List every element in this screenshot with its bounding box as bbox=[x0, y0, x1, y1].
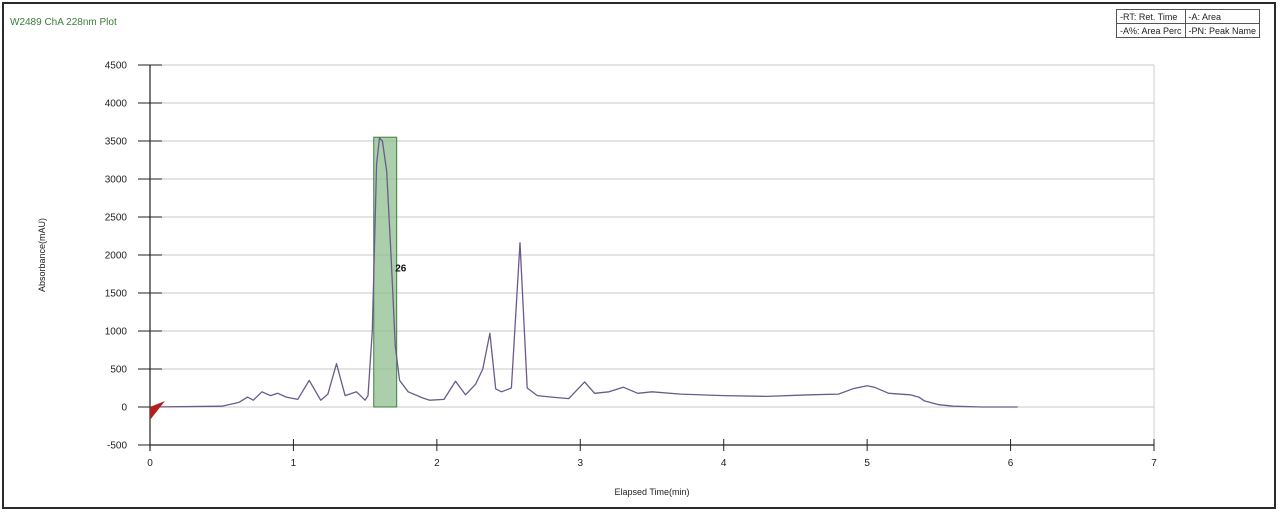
legend-row: -A%: Area Perc -PN: Peak Name bbox=[1116, 23, 1261, 38]
y-tick-label: 2000 bbox=[105, 251, 128, 262]
peak-legend: -RT: Ret. Time -A: Area -A%: Area Perc -… bbox=[1116, 9, 1261, 38]
y-tick-label: 1500 bbox=[105, 289, 128, 300]
series-layer bbox=[149, 137, 1018, 408]
y-tick-label: 3500 bbox=[105, 137, 128, 148]
baseline-start-marker bbox=[150, 401, 165, 420]
series-line bbox=[149, 137, 1018, 408]
x-tick-label: 4 bbox=[721, 458, 727, 469]
x-tick-label: 6 bbox=[1008, 458, 1014, 469]
y-tick-label: 4500 bbox=[105, 61, 128, 72]
y-tick-label: 0 bbox=[121, 403, 127, 414]
x-tick-label: 0 bbox=[147, 458, 153, 469]
legend-cell-area-perc: -A%: Area Perc bbox=[1116, 23, 1186, 38]
y-tick-label: 1000 bbox=[105, 327, 128, 338]
x-axis-label: Elapsed Time(min) bbox=[614, 487, 689, 497]
label-layer: 26 bbox=[150, 264, 407, 420]
y-tick-label: 500 bbox=[110, 365, 127, 376]
x-tick-label: 2 bbox=[434, 458, 440, 469]
grid bbox=[150, 64, 1155, 445]
peak-highlight-layer bbox=[373, 136, 398, 408]
chart-title: W2489 ChA 228nm Plot bbox=[10, 17, 117, 28]
y-tick-label: -500 bbox=[107, 441, 127, 452]
y-tick-label: 4000 bbox=[105, 99, 128, 110]
x-tick-label: 7 bbox=[1151, 458, 1157, 469]
x-tick-label: 1 bbox=[291, 458, 297, 469]
y-tick-label: 2500 bbox=[105, 213, 128, 224]
peak-window bbox=[373, 136, 398, 408]
axes: -500 0 500 1000 1500 2000 2500 3000 3500 4000 4500… bbox=[105, 61, 1157, 470]
x-tick-label: 3 bbox=[578, 458, 584, 469]
y-axis-label: Absorbance(mAU) bbox=[37, 218, 47, 292]
y-tick-label: 3000 bbox=[105, 175, 128, 186]
legend-cell-peak-name: -PN: Peak Name bbox=[1184, 23, 1261, 38]
x-tick-label: 5 bbox=[864, 458, 870, 469]
peak-label: 26 bbox=[395, 264, 407, 275]
